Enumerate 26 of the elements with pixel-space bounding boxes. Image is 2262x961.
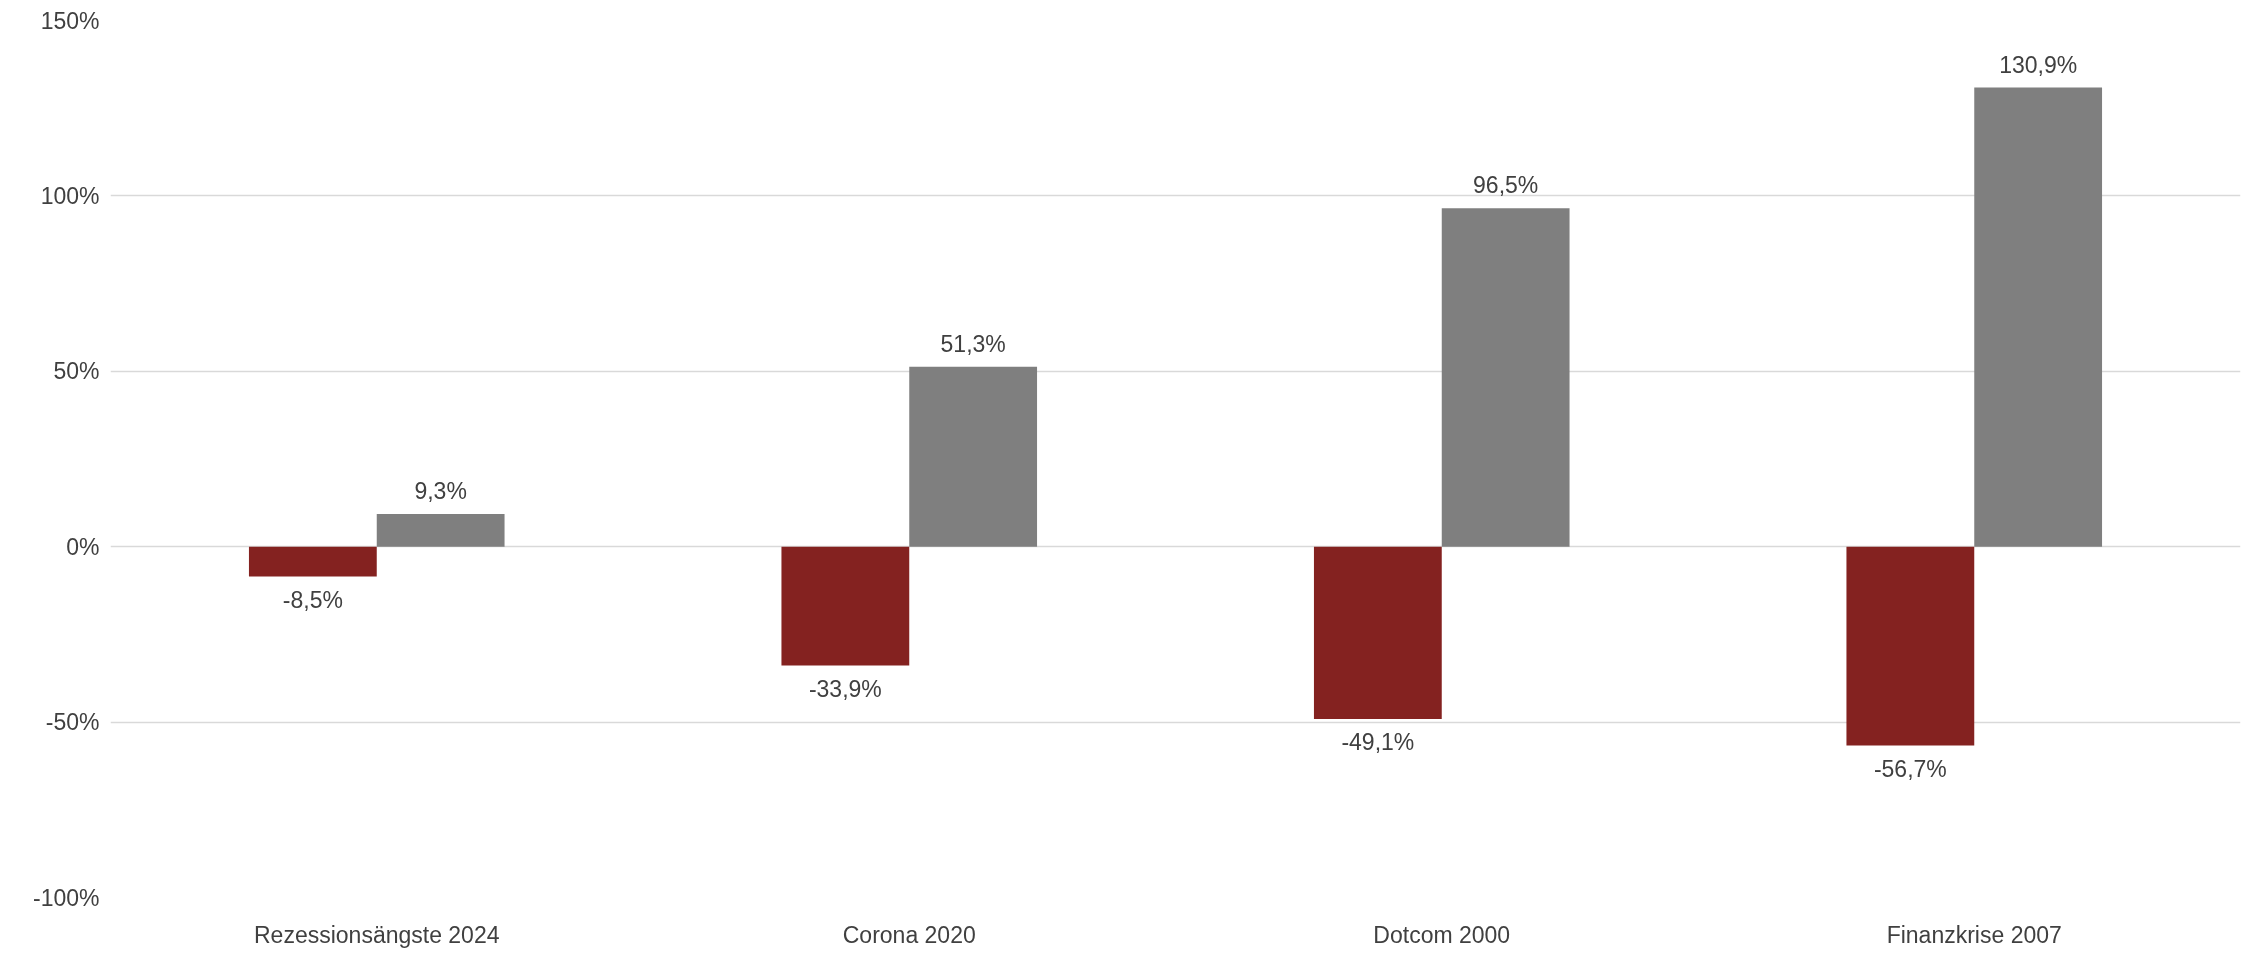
data-label: 96,5% <box>1473 172 1539 199</box>
data-label: -33,9% <box>808 675 882 702</box>
bar <box>248 546 377 577</box>
y-tick-label: 0% <box>66 533 100 560</box>
bar <box>1846 546 1975 746</box>
x-tick-label: Dotcom 2000 <box>1373 921 1511 948</box>
bar <box>1313 546 1442 719</box>
bar <box>1441 208 1570 547</box>
y-tick-label: 50% <box>53 358 100 385</box>
bar <box>781 546 910 666</box>
bar <box>376 514 505 547</box>
x-tick-label: Rezessionsängste 2024 <box>254 921 500 948</box>
data-label: -8,5% <box>282 586 343 613</box>
x-tick-label: Finanzkrise 2007 <box>1886 921 2062 948</box>
data-label: 9,3% <box>414 478 467 505</box>
y-tick-label: 150% <box>40 7 100 34</box>
data-label: -49,1% <box>1341 728 1415 755</box>
data-label: 130,9% <box>1999 51 2078 78</box>
y-tick-label: -50% <box>45 709 100 736</box>
x-tick-label: Corona 2020 <box>842 921 976 948</box>
data-label: -56,7% <box>1873 755 1947 782</box>
bar <box>1974 87 2103 547</box>
bar <box>909 366 1038 547</box>
y-tick-label: -100% <box>33 884 100 911</box>
data-label: 51,3% <box>940 330 1006 357</box>
y-tick-label: 100% <box>40 182 100 209</box>
